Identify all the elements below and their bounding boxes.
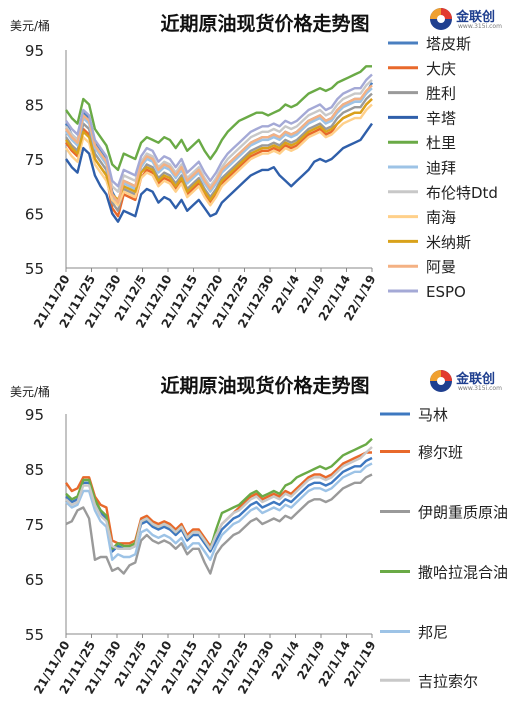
logo-brand-text: 金联创 xyxy=(456,10,496,25)
legend-label: 马林 xyxy=(418,406,448,424)
series-line xyxy=(65,473,373,575)
legend-label: 塔皮斯 xyxy=(426,35,471,53)
legend-label: 迪拜 xyxy=(426,159,456,177)
legend-label: 辛塔 xyxy=(426,109,456,127)
chart-title: 近期原油现货价格走势图 xyxy=(160,374,369,397)
series-line xyxy=(65,98,373,202)
y-tick-label: 85 xyxy=(25,461,44,479)
series-line xyxy=(65,103,373,207)
series-line xyxy=(65,92,373,213)
series-line xyxy=(65,437,373,551)
y-axis-unit-label: 美元/桶 xyxy=(10,384,50,399)
line-chart-bottom: 近期原油现货价格走势图美元/桶556575859521/11/2021/11/2… xyxy=(10,374,508,696)
series-line xyxy=(65,73,373,188)
legend-label: ESPO xyxy=(426,283,466,301)
legend-label: 邦尼 xyxy=(418,624,448,642)
legend-label: 南海 xyxy=(426,209,456,227)
brand-logo: 金联创 www.315i.com xyxy=(428,4,531,36)
legend-label: 胜利 xyxy=(426,85,456,103)
logo-url-text: www.315i.com xyxy=(458,23,502,30)
brand-logo: 金联创 www.315i.com xyxy=(428,366,531,398)
y-tick-label: 55 xyxy=(25,260,44,278)
series-line xyxy=(65,462,373,562)
y-tick-label: 55 xyxy=(25,626,44,644)
legend-label: 穆尔班 xyxy=(418,444,463,462)
legend-label: 阿曼 xyxy=(426,258,456,276)
y-tick-label: 95 xyxy=(25,42,44,60)
line-chart-top: 近期原油现货价格走势图美元/桶556575859521/11/2021/11/2… xyxy=(10,12,498,330)
legend-label: 撒哈拉混合油 xyxy=(418,564,508,582)
legend-label: 杜里 xyxy=(426,134,456,152)
y-tick-label: 95 xyxy=(25,406,44,424)
y-axis-unit-label: 美元/桶 xyxy=(10,18,50,33)
series-line xyxy=(65,446,373,551)
y-tick-label: 65 xyxy=(25,206,44,224)
series-line xyxy=(65,79,373,193)
chart-panel-bottom: 近期原油现货价格走势图 美元/桶 55 65 75 85 95 21/11/20 21/11/2… xyxy=(0,360,531,714)
legend-label: 伊朗重质原油 xyxy=(418,504,508,522)
chart-title: 近期原油现货价格走势图 xyxy=(160,12,369,35)
series-line xyxy=(65,84,373,204)
y-tick-label: 65 xyxy=(25,571,44,589)
legend-label: 大庆 xyxy=(426,60,456,78)
series-line xyxy=(65,98,373,218)
series-line xyxy=(65,122,373,223)
series-line xyxy=(65,65,372,172)
legend-label: 吉拉索尔 xyxy=(418,672,478,690)
y-tick-label: 85 xyxy=(25,97,44,115)
logo-brand-text: 金联创 xyxy=(456,372,496,387)
legend-label: 米纳斯 xyxy=(426,233,471,251)
series-line xyxy=(65,456,373,553)
logo-url-text: www.315i.com xyxy=(458,385,502,392)
y-tick-label: 75 xyxy=(25,516,44,534)
y-tick-label: 75 xyxy=(25,151,44,169)
chart-panel-top: 近期原油现货价格走势图 美元/桶 55 65 75 85 95 21/11/20 21/11/2… xyxy=(0,0,531,350)
logo-mark-icon xyxy=(430,370,452,392)
logo-mark-icon xyxy=(430,8,452,30)
legend-label: 布伦特Dtd xyxy=(426,184,498,202)
